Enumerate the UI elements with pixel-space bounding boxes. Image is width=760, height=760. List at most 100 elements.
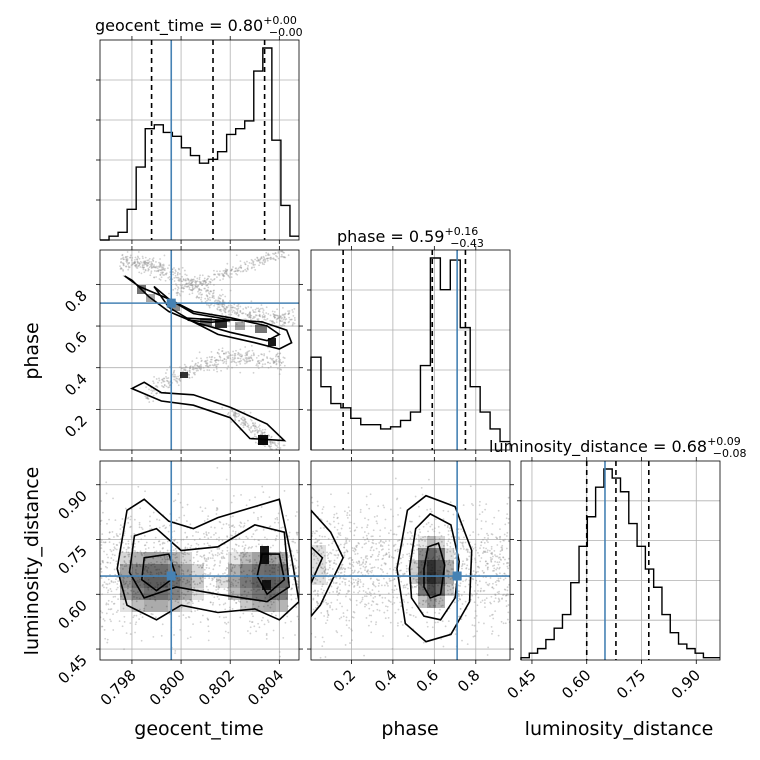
sample-point bbox=[364, 538, 366, 541]
sample-point bbox=[221, 549, 224, 552]
sample-point bbox=[199, 288, 202, 291]
sample-point bbox=[224, 295, 227, 298]
sample-point bbox=[369, 592, 372, 595]
sample-point bbox=[125, 265, 128, 268]
sample-point bbox=[210, 550, 213, 552]
sample-point bbox=[326, 612, 329, 614]
sample-point bbox=[316, 500, 319, 503]
sample-point bbox=[125, 543, 127, 545]
sample-point bbox=[457, 592, 460, 595]
sample-point bbox=[123, 583, 126, 586]
sample-point bbox=[219, 308, 222, 311]
sample-point bbox=[104, 565, 107, 568]
sample-point bbox=[348, 556, 351, 559]
sample-point bbox=[394, 549, 397, 552]
sample-point bbox=[217, 273, 219, 275]
sample-point bbox=[411, 568, 413, 570]
sample-point bbox=[127, 584, 129, 586]
sample-point bbox=[388, 532, 390, 535]
sample-point bbox=[158, 278, 161, 280]
sample-point bbox=[465, 559, 468, 561]
sample-point bbox=[260, 256, 263, 259]
sample-point bbox=[100, 570, 103, 573]
sample-point bbox=[468, 568, 470, 571]
sample-point bbox=[234, 418, 237, 421]
sample-point bbox=[253, 433, 256, 436]
sample-point bbox=[277, 512, 280, 515]
sample-point bbox=[250, 314, 253, 317]
sample-point bbox=[207, 275, 210, 278]
sample-point bbox=[257, 518, 260, 521]
sample-point bbox=[493, 549, 496, 552]
sample-point bbox=[124, 583, 127, 585]
sample-point bbox=[248, 349, 251, 352]
sample-point bbox=[392, 533, 394, 536]
sample-point bbox=[254, 429, 257, 432]
sample-point bbox=[145, 604, 147, 607]
sample-point bbox=[312, 590, 315, 593]
sample-point bbox=[231, 354, 234, 357]
sample-point bbox=[405, 584, 408, 586]
sample-point bbox=[112, 602, 115, 605]
sample-point bbox=[251, 545, 254, 548]
sample-point bbox=[474, 559, 477, 561]
sample-point bbox=[278, 651, 281, 653]
sample-point bbox=[207, 639, 210, 642]
sample-point bbox=[242, 526, 245, 528]
sample-point bbox=[245, 535, 248, 538]
sample-point bbox=[505, 517, 508, 520]
sample-point bbox=[329, 564, 331, 567]
sample-point bbox=[213, 576, 216, 579]
sample-point bbox=[253, 317, 255, 319]
sample-point bbox=[219, 270, 221, 273]
sample-point bbox=[179, 501, 182, 504]
sample-point bbox=[249, 311, 251, 313]
sample-point bbox=[350, 557, 353, 559]
sample-point bbox=[268, 445, 271, 448]
sample-point bbox=[242, 421, 245, 424]
sample-point bbox=[364, 566, 367, 569]
sample-point bbox=[290, 594, 293, 596]
sample-point bbox=[242, 312, 245, 315]
sample-point bbox=[271, 561, 274, 564]
sample-point bbox=[216, 299, 219, 302]
sample-point bbox=[486, 562, 489, 565]
sample-point bbox=[496, 537, 498, 540]
sample-point bbox=[291, 309, 294, 311]
sample-point bbox=[375, 542, 378, 545]
sample-point bbox=[217, 579, 220, 581]
sample-point bbox=[491, 586, 494, 589]
sample-point bbox=[221, 359, 224, 362]
sample-point bbox=[224, 621, 226, 624]
sample-point bbox=[145, 397, 147, 399]
sample-point bbox=[324, 656, 327, 658]
sample-point bbox=[189, 636, 192, 638]
sample-point bbox=[219, 579, 222, 582]
sample-point bbox=[355, 545, 358, 547]
sample-point bbox=[317, 602, 320, 605]
sample-point bbox=[161, 266, 164, 269]
sample-point bbox=[237, 351, 240, 354]
sample-point bbox=[101, 559, 104, 562]
sample-point bbox=[229, 589, 232, 592]
sample-point bbox=[211, 355, 214, 358]
sample-point bbox=[370, 546, 373, 549]
sample-point bbox=[364, 603, 366, 606]
sample-point bbox=[197, 365, 200, 368]
sample-point bbox=[351, 547, 354, 549]
sample-point bbox=[252, 615, 254, 618]
sample-point bbox=[127, 585, 129, 588]
sample-point bbox=[260, 353, 263, 356]
sample-point bbox=[321, 563, 324, 565]
sample-point bbox=[258, 313, 261, 316]
sample-point bbox=[282, 318, 285, 321]
sample-point bbox=[282, 562, 285, 564]
sample-point bbox=[384, 617, 387, 620]
sample-point bbox=[265, 638, 268, 640]
sample-point bbox=[426, 611, 429, 614]
sample-point bbox=[119, 593, 122, 596]
sample-point bbox=[212, 584, 215, 587]
sample-point bbox=[409, 520, 411, 523]
sample-point bbox=[162, 541, 164, 544]
sample-point bbox=[175, 519, 178, 521]
